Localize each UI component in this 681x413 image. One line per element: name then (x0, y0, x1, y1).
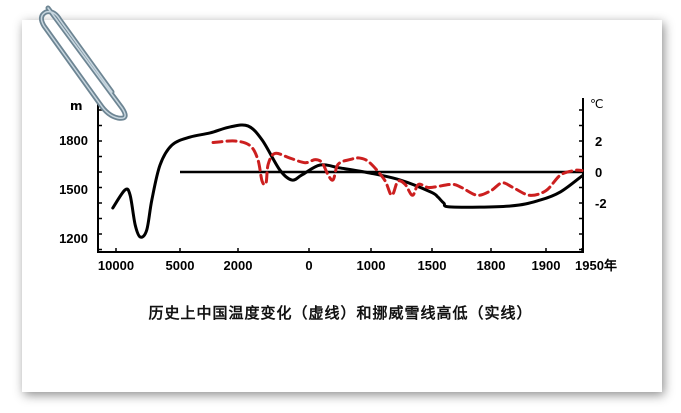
x-tick-label: 1800 (477, 258, 506, 273)
left-tick-label: 1500 (59, 182, 88, 197)
right-tick-label: 2 (595, 134, 602, 149)
x-tick-label: 2000 (224, 258, 253, 273)
x-tick-label: 1900 (532, 258, 561, 273)
chart-title: 历史上中国温度变化（虚线）和挪威雪线高低（实线） (148, 304, 533, 322)
left-tick-label: 1200 (59, 231, 88, 246)
x-tick-label: 10000 (98, 258, 134, 273)
snowline-series-line (111, 123, 584, 239)
right-tick-label: 0 (595, 165, 602, 180)
x-tick-label: 0 (305, 258, 312, 273)
x-tick-label: 1950年 (575, 258, 617, 273)
paper-card (22, 20, 662, 392)
x-tick-label: 5000 (166, 258, 195, 273)
right-axis-label: ℃ (590, 97, 603, 111)
temperature-series-line (211, 139, 584, 197)
x-tick-label: 1500 (418, 258, 447, 273)
left-tick-label: 1800 (59, 133, 88, 148)
paperclip-icon (38, 5, 128, 121)
right-tick-label: -2 (595, 196, 607, 211)
x-tick-label: 1000 (357, 258, 386, 273)
left-axis-label: m (70, 99, 83, 113)
